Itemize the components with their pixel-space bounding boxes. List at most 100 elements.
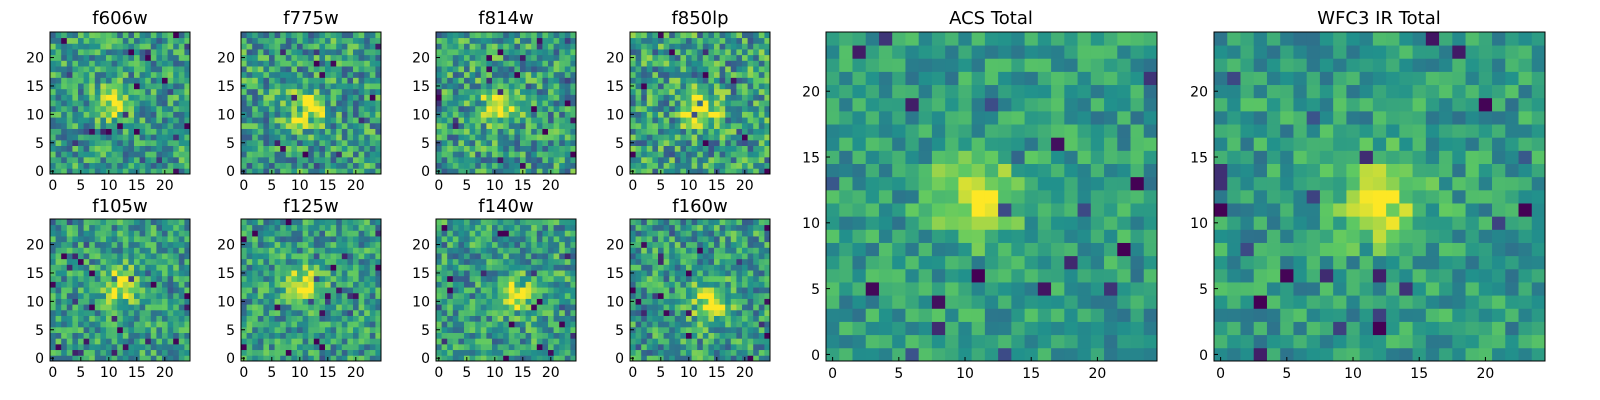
heatmap-cell: [111, 156, 118, 164]
heatmap-cell: [691, 122, 698, 129]
heatmap-cell: [246, 236, 253, 243]
heatmap-cell: [269, 253, 275, 260]
heatmap-cell: [441, 145, 448, 152]
heatmap-cell: [117, 66, 124, 73]
heatmap-cell: [117, 241, 124, 248]
heatmap-cell: [747, 66, 754, 73]
heatmap-cell: [730, 270, 737, 277]
heatmap-cell: [480, 37, 487, 44]
heatmap-cell: [122, 264, 129, 271]
heatmap-cell: [173, 122, 180, 129]
heatmap-cell: [458, 309, 465, 316]
heatmap-cell: [452, 71, 459, 78]
heatmap-cell: [436, 258, 442, 265]
heatmap-cell: [106, 128, 112, 135]
heatmap-cell: [452, 247, 459, 254]
heatmap-cell: [548, 292, 554, 299]
heatmap-cell: [719, 134, 726, 141]
heatmap-cell: [111, 315, 118, 322]
heatmap-cell: [719, 117, 726, 124]
heatmap-cell: [686, 83, 692, 90]
heatmap-cell: [658, 77, 664, 84]
heatmap-cell: [447, 139, 454, 146]
heatmap-cell: [525, 88, 532, 95]
heatmap-cell: [325, 326, 331, 333]
heatmap-cell: [330, 122, 337, 129]
heatmap-cell: [736, 258, 743, 265]
heatmap-cell: [297, 37, 303, 44]
heatmap-cell: [167, 156, 174, 164]
heatmap-cell: [469, 315, 476, 322]
heatmap-cell: [274, 100, 281, 107]
heatmap-cell: [285, 83, 292, 90]
y-tick-label: 0: [35, 351, 44, 367]
heatmap-cell: [559, 49, 566, 56]
heatmap-cell: [66, 139, 73, 146]
heatmap-cell: [669, 71, 676, 78]
heatmap-cell: [61, 139, 68, 146]
heatmap-cell: [486, 304, 493, 311]
heatmap-cell: [178, 88, 185, 95]
heatmap-cell: [100, 247, 107, 254]
heatmap-cell: [156, 100, 163, 107]
heatmap-cell: [347, 122, 354, 129]
heatmap-cell: [297, 219, 303, 226]
heatmap-cell: [447, 247, 454, 254]
heatmap-cell: [145, 224, 152, 231]
x-tick-label: 0: [48, 365, 57, 381]
heatmap-cell: [669, 37, 676, 44]
heatmap-cell: [178, 49, 185, 56]
heatmap-cell: [167, 253, 174, 260]
heatmap-cell: [325, 49, 331, 56]
heatmap-cell: [184, 315, 191, 322]
heatmap-cell: [269, 145, 275, 152]
heatmap-cell: [291, 111, 298, 118]
heatmap-cell: [658, 304, 664, 311]
heatmap-cell: [274, 315, 281, 322]
heatmap-cell: [635, 258, 642, 265]
heatmap-cell: [714, 275, 720, 282]
heatmap-cell: [55, 332, 62, 339]
heatmap-cell: [66, 111, 73, 118]
heatmap-cell: [674, 43, 681, 50]
heatmap-cell: [145, 162, 152, 169]
heatmap-cell: [758, 168, 765, 175]
heatmap-cell: [100, 343, 107, 351]
heatmap-cell: [55, 117, 62, 124]
heatmap-cell: [758, 349, 765, 356]
heatmap-cell: [497, 54, 504, 61]
heatmap-cell: [646, 355, 653, 362]
heatmap-cell: [83, 156, 90, 164]
heatmap-cell: [492, 111, 498, 118]
heatmap-cell: [353, 236, 359, 243]
heatmap-cell: [336, 236, 343, 243]
heatmap-cell: [139, 287, 146, 294]
heatmap-cell: [297, 105, 303, 112]
heatmap-cell: [564, 236, 571, 243]
heatmap-cell: [480, 253, 487, 260]
heatmap-cell: [50, 49, 56, 56]
heatmap-cell: [106, 338, 112, 345]
heatmap-cell: [285, 275, 292, 282]
heatmap-cell: [325, 100, 331, 107]
heatmap-cell: [313, 258, 320, 265]
heatmap-cell: [336, 60, 343, 67]
heatmap-cell: [452, 66, 459, 73]
heatmap-cell: [167, 162, 174, 169]
heatmap-cell: [531, 264, 538, 271]
heatmap-cell: [458, 241, 465, 248]
heatmap-cell: [469, 292, 476, 299]
heatmap-cell: [697, 292, 704, 299]
heatmap-cell: [708, 275, 715, 282]
heatmap-cell: [83, 349, 90, 356]
heatmap-cell: [61, 292, 68, 299]
heatmap-cell: [641, 43, 648, 50]
heatmap-cell: [241, 292, 247, 299]
heatmap-cell: [469, 349, 476, 356]
heatmap-cell: [280, 275, 287, 282]
heatmap-cell: [128, 281, 135, 288]
heatmap-cell: [308, 338, 315, 345]
heatmap-cell: [184, 111, 191, 118]
heatmap-cell: [736, 105, 743, 112]
heatmap-cell: [452, 230, 459, 237]
